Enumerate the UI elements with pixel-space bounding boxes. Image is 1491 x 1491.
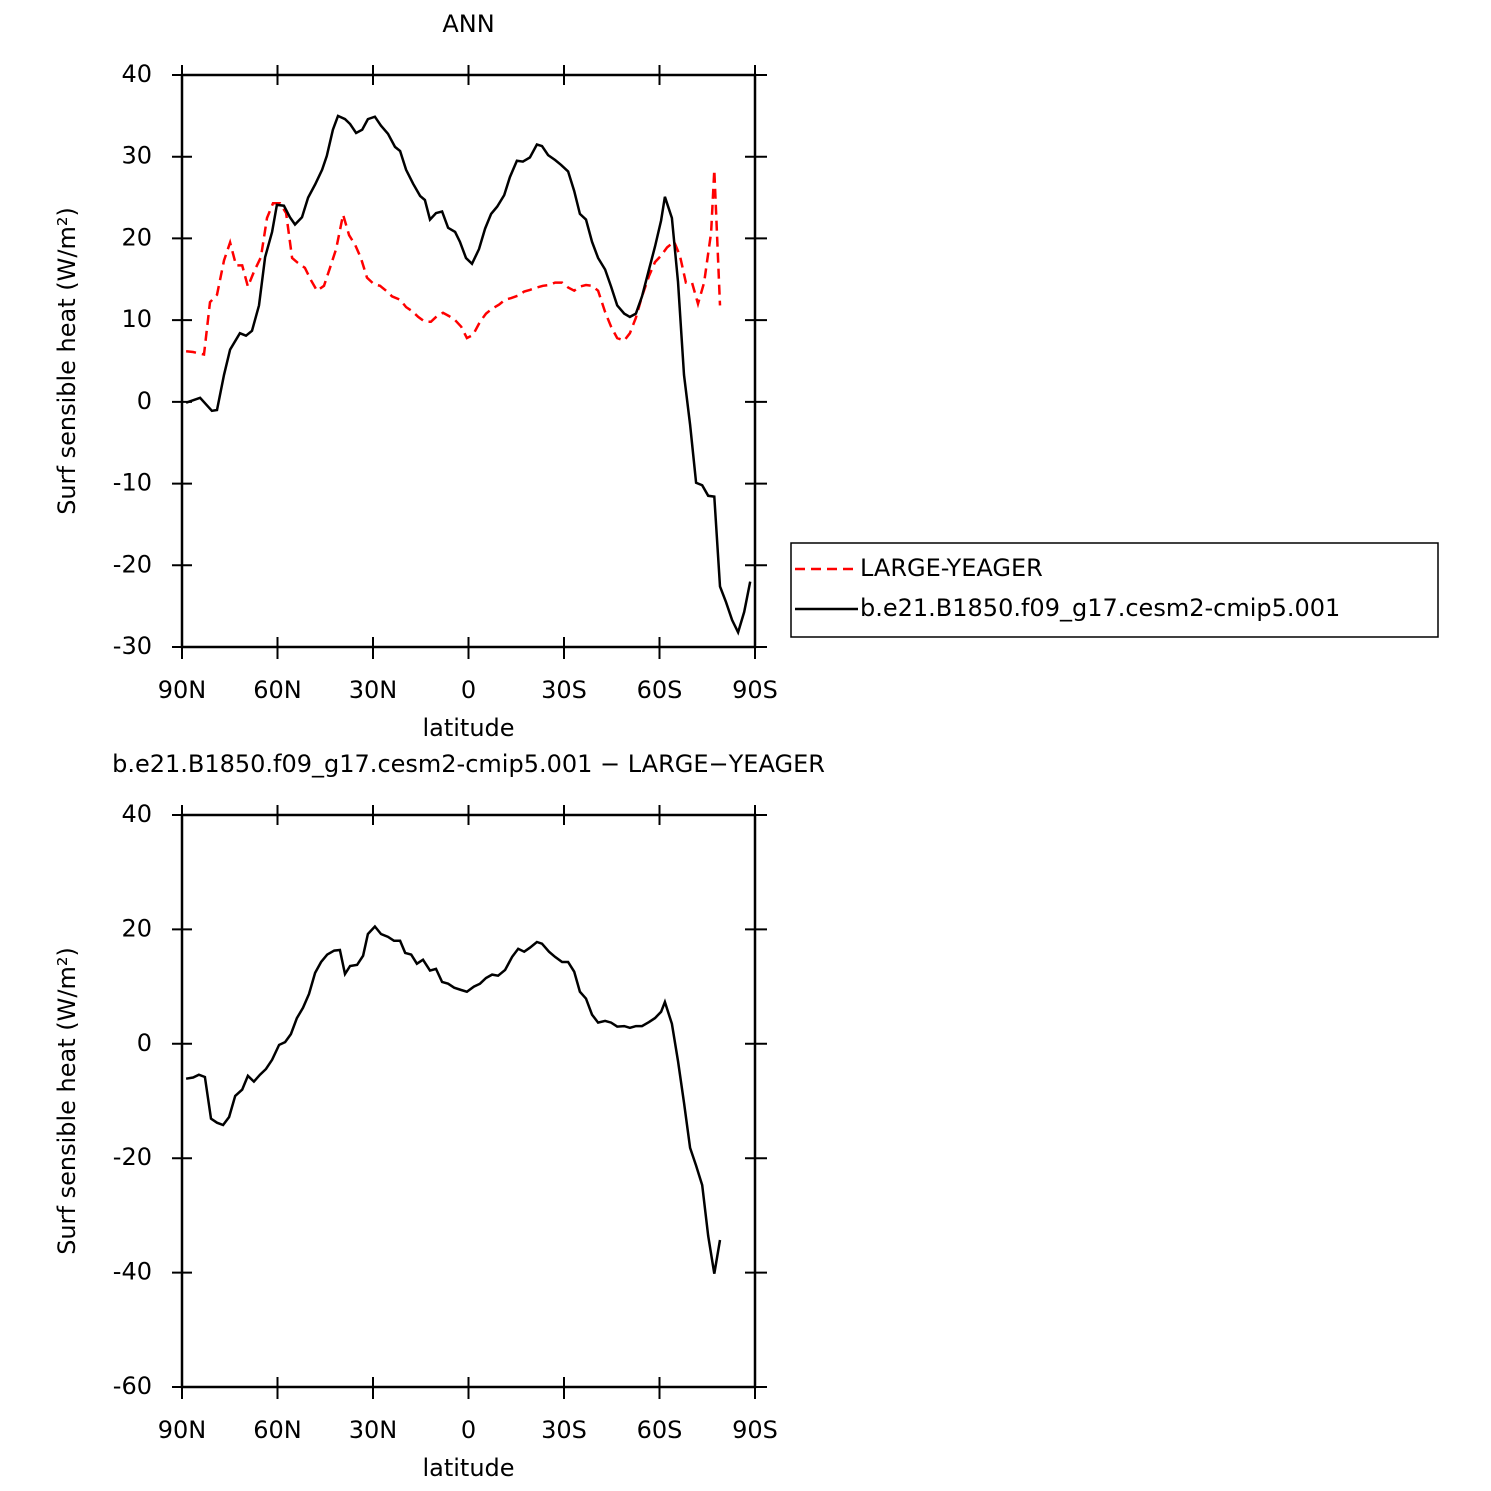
y-tick-label: 40 — [121, 60, 152, 88]
x-tick-label: 90S — [732, 676, 778, 704]
y-tick-label: 0 — [137, 1029, 152, 1057]
data-line — [185, 924, 722, 1274]
chart-title: b.e21.B1850.f09_g17.cesm2-cmip5.001 − LA… — [112, 750, 825, 778]
y-tick-label: -20 — [113, 550, 152, 578]
data-line — [185, 169, 722, 357]
y-axis-label: Surf sensible heat (W/m²) — [53, 207, 81, 515]
x-axis-label: latitude — [422, 1454, 514, 1482]
data-line — [185, 114, 752, 636]
x-tick-label: 30N — [349, 1416, 398, 1444]
x-tick-label: 90S — [732, 1416, 778, 1444]
y-tick-label: -30 — [113, 632, 152, 660]
x-tick-label: 30N — [349, 676, 398, 704]
x-tick-label: 0 — [461, 1416, 476, 1444]
y-tick-label: -40 — [113, 1258, 152, 1286]
legend-box — [790, 542, 1439, 638]
legend-label: LARGE-YEAGER — [860, 554, 1043, 582]
y-tick-label: 10 — [121, 305, 152, 333]
y-tick-label: -20 — [113, 1143, 152, 1171]
y-tick-label: 20 — [121, 223, 152, 251]
plot-frame — [180, 813, 757, 1389]
x-tick-label: 30S — [541, 1416, 587, 1444]
y-tick-label: -10 — [113, 469, 152, 497]
x-tick-label: 60N — [253, 676, 302, 704]
y-tick-label: 0 — [137, 387, 152, 415]
x-tick-label: 60S — [637, 676, 683, 704]
y-tick-label: 20 — [121, 914, 152, 942]
x-tick-label: 90N — [158, 676, 207, 704]
y-tick-label: 30 — [121, 142, 152, 170]
x-tick-label: 60N — [253, 1416, 302, 1444]
x-tick-label: 30S — [541, 676, 587, 704]
x-axis-label: latitude — [422, 714, 514, 742]
x-tick-label: 60S — [637, 1416, 683, 1444]
x-tick-label: 90N — [158, 1416, 207, 1444]
y-tick-label: 40 — [121, 800, 152, 828]
y-axis-label: Surf sensible heat (W/m²) — [53, 947, 81, 1255]
legend-label: b.e21.B1850.f09_g17.cesm2-cmip5.001 — [860, 594, 1340, 622]
chart-title: ANN — [442, 10, 494, 38]
x-tick-label: 0 — [461, 676, 476, 704]
plot-frame — [180, 73, 757, 649]
y-tick-label: -60 — [113, 1372, 152, 1400]
